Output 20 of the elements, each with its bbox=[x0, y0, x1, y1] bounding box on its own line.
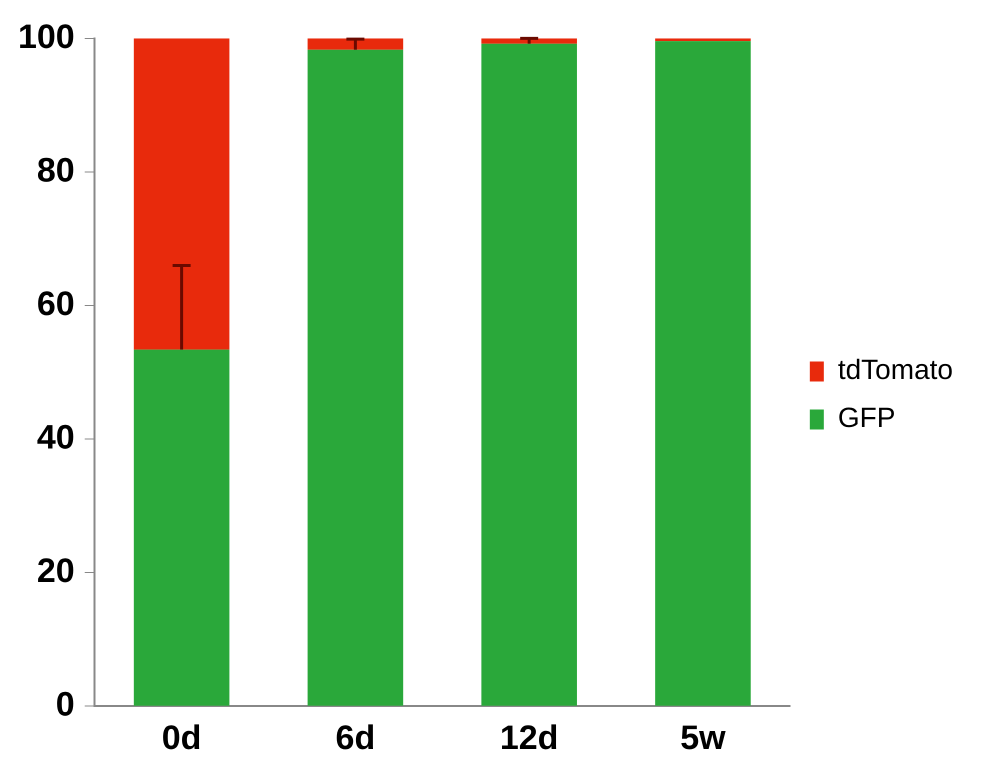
bar bbox=[308, 50, 404, 706]
bar bbox=[655, 38, 751, 42]
y-tick-label: 20 bbox=[36, 552, 75, 590]
bar bbox=[481, 38, 577, 44]
y-tick-label: 100 bbox=[18, 18, 75, 56]
x-tick-label: 12d bbox=[500, 718, 558, 757]
legend-label: GFP bbox=[838, 402, 896, 434]
bar bbox=[308, 38, 404, 50]
bar bbox=[134, 350, 230, 706]
x-tick-label: 5w bbox=[680, 718, 726, 757]
x-tick-label: 0d bbox=[162, 718, 202, 757]
y-tick-label: 0 bbox=[56, 686, 75, 724]
legend-label: tdTomato bbox=[838, 354, 953, 386]
bar bbox=[134, 38, 230, 350]
y-tick-label: 60 bbox=[36, 284, 75, 323]
y-tick-label: 80 bbox=[36, 151, 75, 190]
bar bbox=[481, 44, 577, 706]
bar bbox=[655, 41, 751, 706]
y-tick-label: 40 bbox=[36, 418, 75, 456]
x-tick-label: 6d bbox=[336, 718, 376, 757]
